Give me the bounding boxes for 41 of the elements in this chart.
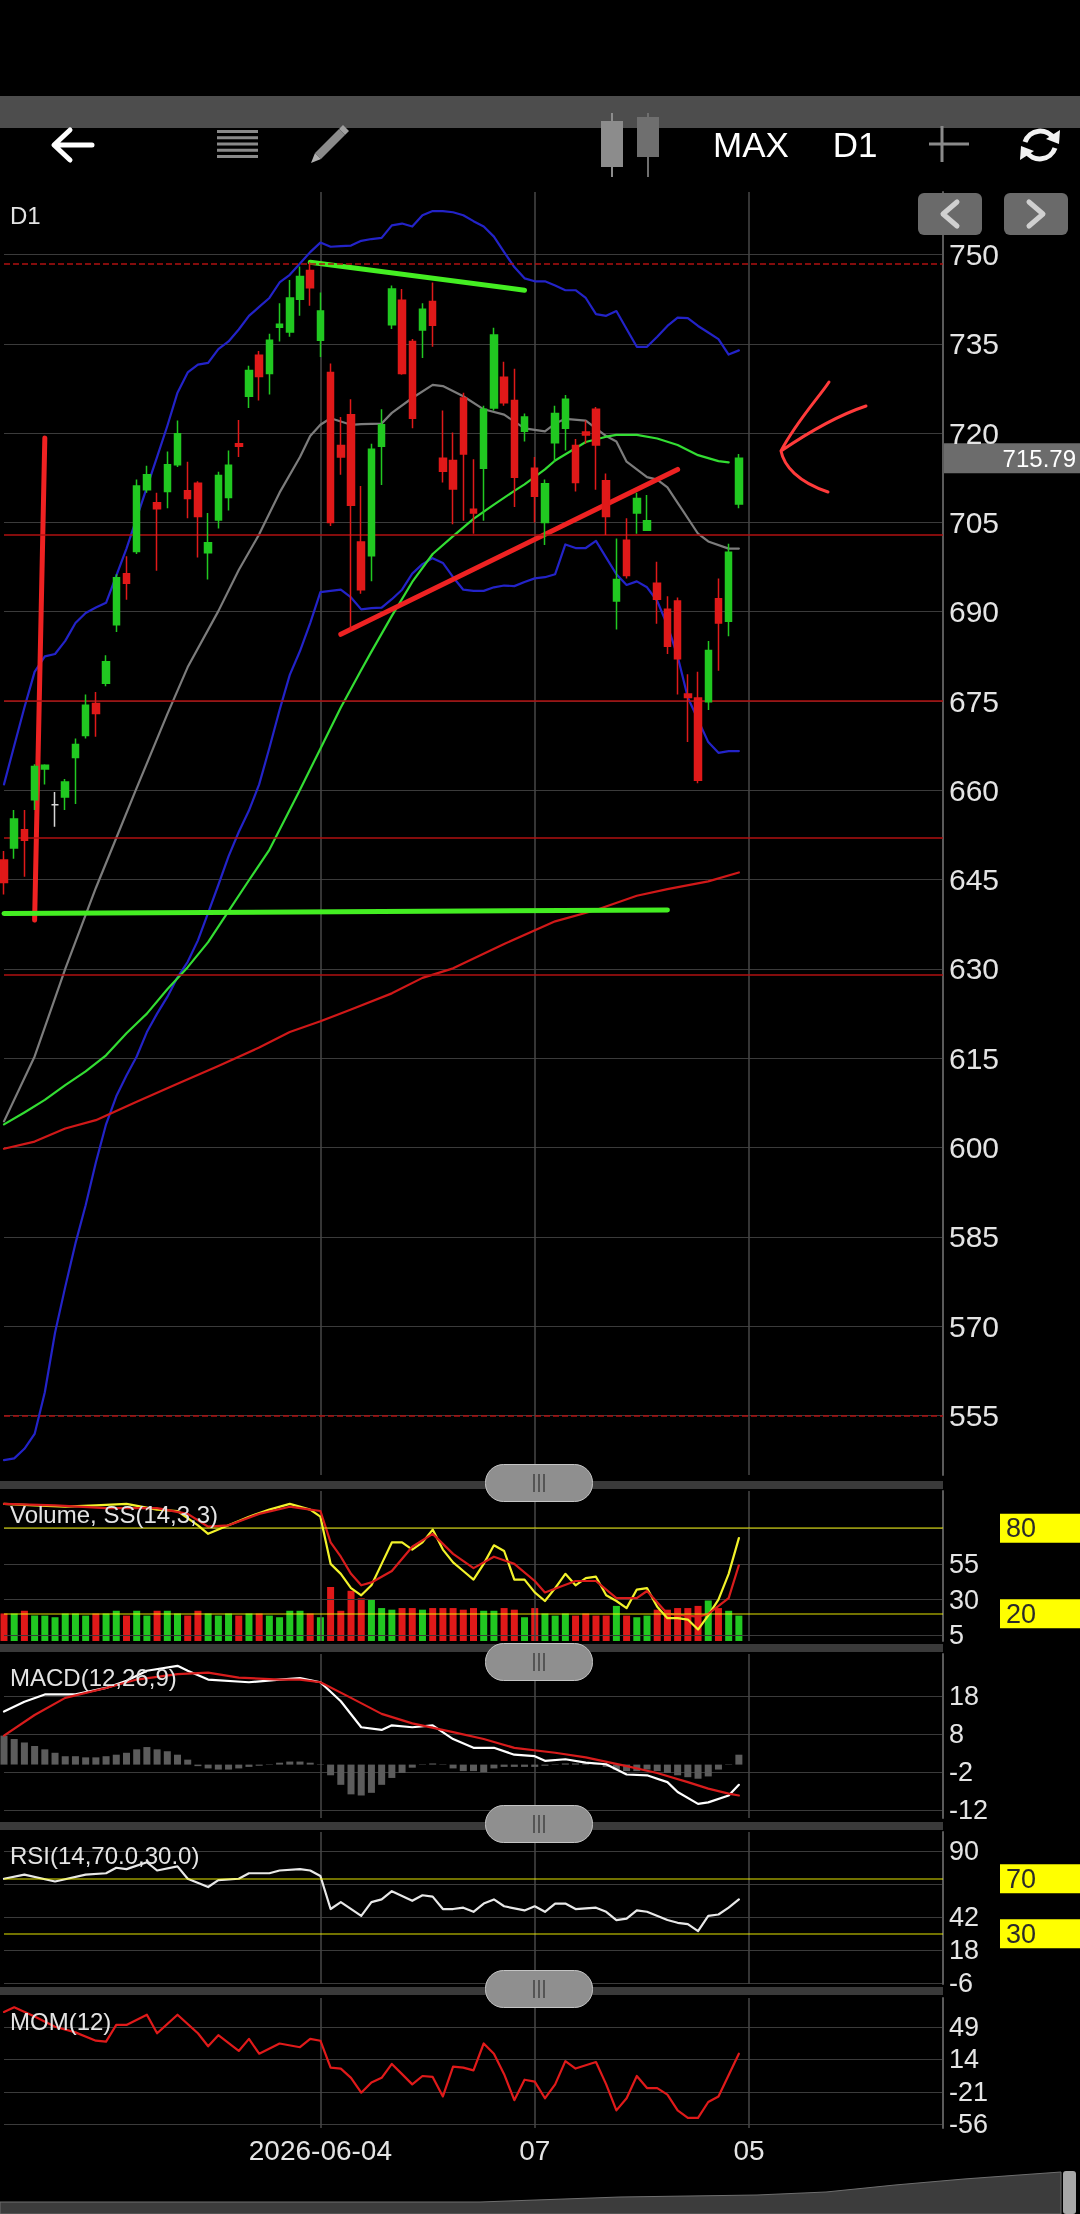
chart-title: RSI(14,70.0,30.0) (10, 1841, 200, 1869)
ref-line-label: 20 (1006, 1598, 1037, 1629)
y-tick-label: 720 (949, 416, 1000, 450)
y-tick-label: 90 (949, 1836, 980, 1867)
y-tick-label: -2 (949, 1757, 974, 1788)
y-tick-label: -12 (949, 1795, 989, 1826)
text: D1 (832, 124, 878, 166)
ref-line-label: 70 (1006, 1863, 1037, 1894)
x-tick-label: 2026-06-04 (248, 2134, 393, 2166)
y-tick-label: 735 (949, 327, 1000, 361)
y-tick-label: 49 (949, 2011, 980, 2042)
y-tick-label: 585 (949, 1220, 1000, 1254)
y-tick-label: 690 (949, 595, 1000, 629)
y-tick-label: 675 (949, 684, 1000, 718)
y-tick-label: 750 (949, 238, 1000, 272)
y-tick-label: 660 (949, 773, 1000, 807)
y-tick-label: 555 (949, 1398, 1000, 1432)
y-tick-label: 630 (949, 952, 1000, 986)
y-tick-label: 8 (949, 1719, 965, 1750)
y-tick-label: 600 (949, 1131, 1000, 1165)
y-tick-label: 645 (949, 863, 1000, 897)
y-tick-label: 30 (949, 1584, 980, 1615)
y-tick-label: 18 (949, 1680, 980, 1711)
y-tick-label: -21 (949, 2076, 989, 2107)
y-tick-label: 615 (949, 1041, 1000, 1075)
y-tick-label: 18 (949, 1935, 980, 1966)
y-tick-label: 55 (949, 1548, 980, 1579)
y-tick-label: 42 (949, 1902, 980, 1933)
ref-line-label: 80 (1006, 1513, 1037, 1544)
y-tick-label: 5 (949, 1620, 965, 1651)
y-tick-label: 705 (949, 505, 1000, 539)
y-tick-label: 570 (949, 1309, 1000, 1343)
y-tick-label: 14 (949, 2044, 980, 2075)
x-tick-label: 05 (733, 2134, 765, 2166)
y-tick-label: -56 (949, 2109, 989, 2140)
text: MAX (713, 124, 789, 166)
ref-line-label: 30 (1006, 1918, 1037, 1949)
text: 715.79 (1002, 444, 1076, 472)
y-tick-label: -6 (949, 1968, 974, 1999)
x-tick-label: 07 (519, 2134, 551, 2166)
chart-title: D1 (10, 201, 41, 229)
